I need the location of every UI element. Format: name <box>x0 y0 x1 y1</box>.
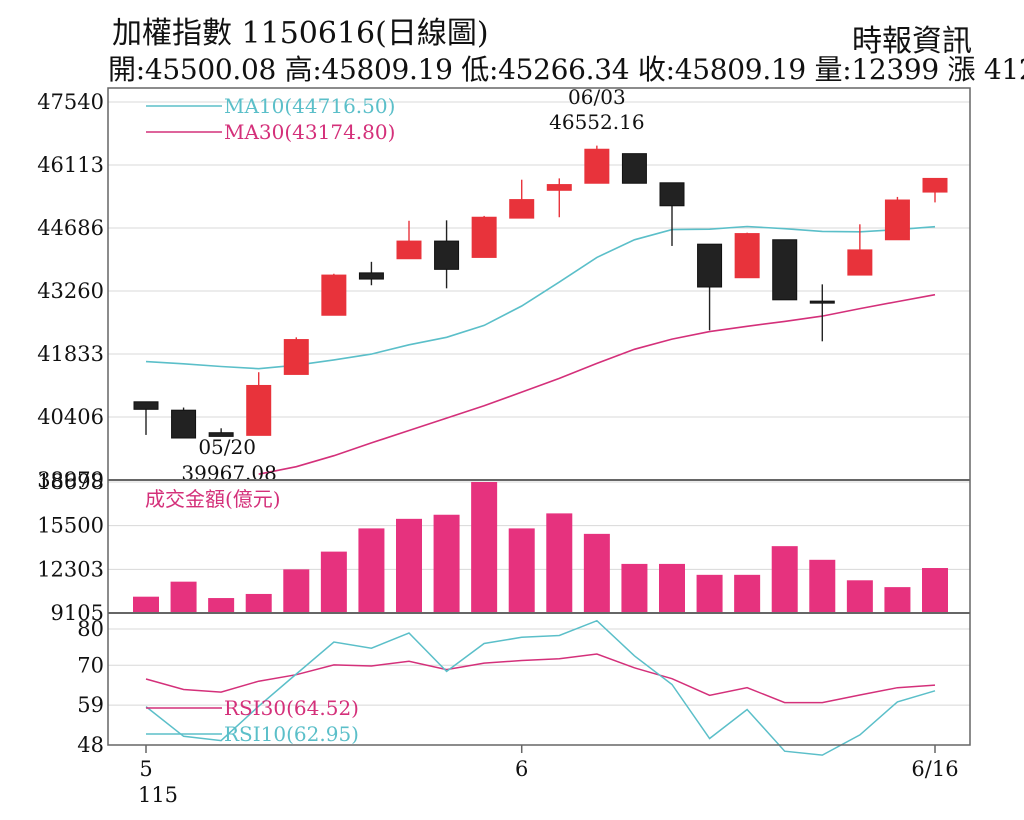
ma-line-ma10 <box>145 225 936 370</box>
volume-bar <box>621 563 648 613</box>
legend-label-ma30: MA30(43174.80) <box>224 120 395 144</box>
low-annotation-date: 05/20 <box>198 435 256 459</box>
x-tick-label: 5 <box>139 757 152 781</box>
volume-bar <box>471 482 498 613</box>
volume-bar <box>283 569 310 613</box>
source-label: 時報資訊 <box>852 24 972 59</box>
chart-title: 加權指數 1150616(日線圖) <box>112 16 489 51</box>
volume-bar <box>846 580 873 613</box>
volume-bar <box>884 587 911 613</box>
candle-body <box>734 233 760 279</box>
rsi-y-tick-label: 70 <box>77 653 104 677</box>
low-annotation-value: 39967.08 <box>181 461 276 485</box>
legend-label-rsi10: RSI10(62.95) <box>224 722 359 746</box>
rsi-line-rsi10 <box>145 619 936 756</box>
volume-y-tick-label: 12303 <box>37 557 104 581</box>
volume-bar <box>771 546 798 613</box>
candle-body <box>621 153 647 184</box>
candle-body <box>509 199 535 219</box>
candle-body <box>208 432 234 437</box>
x-tick-sublabel: 115 <box>138 783 178 807</box>
candle-body <box>772 239 798 301</box>
volume-y-tick-label: 18698 <box>37 470 104 494</box>
volume-bar <box>320 551 347 613</box>
volume-bar <box>583 533 610 613</box>
candle-body <box>659 182 685 207</box>
volume-y-tick-label: 15500 <box>37 514 104 538</box>
high-annotation-value: 46552.16 <box>549 110 644 134</box>
price-y-tick-label: 38979 <box>37 468 104 492</box>
rsi-y-tick-label: 48 <box>77 733 104 757</box>
candle-body <box>697 243 723 288</box>
volume-y-tick-label: 9105 <box>51 601 104 625</box>
candle-body <box>847 249 873 276</box>
candle-body <box>884 199 910 241</box>
candle-body <box>396 240 422 260</box>
volume-bar <box>659 563 685 613</box>
candle-body <box>546 184 572 191</box>
volume-bar <box>696 574 723 613</box>
price-y-tick-label: 46113 <box>37 153 104 177</box>
volume-bar <box>734 574 761 613</box>
rsi-y-tick-label: 80 <box>77 617 104 641</box>
volume-bar <box>208 598 235 613</box>
candle-body <box>584 148 610 184</box>
volume-panel-label: 成交金額(億元) <box>145 487 281 511</box>
legend-label-rsi30: RSI30(64.52) <box>224 696 359 720</box>
price-y-tick-label: 43260 <box>37 279 104 303</box>
volume-bar <box>809 559 836 613</box>
volume-bar <box>508 528 535 613</box>
price-y-tick-label: 47540 <box>37 90 104 114</box>
price-y-tick-label: 44686 <box>37 216 104 240</box>
candle-body <box>246 384 272 436</box>
rsi-line-rsi30 <box>145 653 936 704</box>
candle-body <box>283 339 309 375</box>
volume-bar <box>358 528 385 613</box>
volume-bar <box>546 513 573 613</box>
candle-body <box>133 401 159 410</box>
legend-label-ma10: MA10(44716.50) <box>224 94 395 118</box>
volume-bar <box>922 568 948 613</box>
candle-body <box>171 409 197 439</box>
candle-body <box>434 240 460 270</box>
candle-body <box>358 272 384 280</box>
volume-bar <box>170 581 197 613</box>
x-tick-label: 6/16 <box>911 757 958 781</box>
price-y-tick-label: 41833 <box>37 342 104 366</box>
rsi-y-tick-label: 59 <box>77 693 104 717</box>
high-annotation-date: 06/03 <box>568 85 626 109</box>
chart-frame <box>107 87 971 746</box>
volume-bar <box>396 518 422 613</box>
volume-bar <box>245 593 272 613</box>
candle-body <box>809 300 835 304</box>
volume-bar <box>133 596 159 613</box>
ohlc-summary: 開:45500.08 高:45809.19 低:45266.34 收:45809… <box>108 53 1024 86</box>
price-y-tick-label: 40406 <box>37 405 104 429</box>
candle-body <box>321 274 347 316</box>
x-tick-label: 6 <box>515 757 528 781</box>
candle-body <box>471 216 497 258</box>
ma-line-ma30 <box>258 293 936 475</box>
volume-bar <box>433 514 460 613</box>
candle-body <box>922 177 948 193</box>
